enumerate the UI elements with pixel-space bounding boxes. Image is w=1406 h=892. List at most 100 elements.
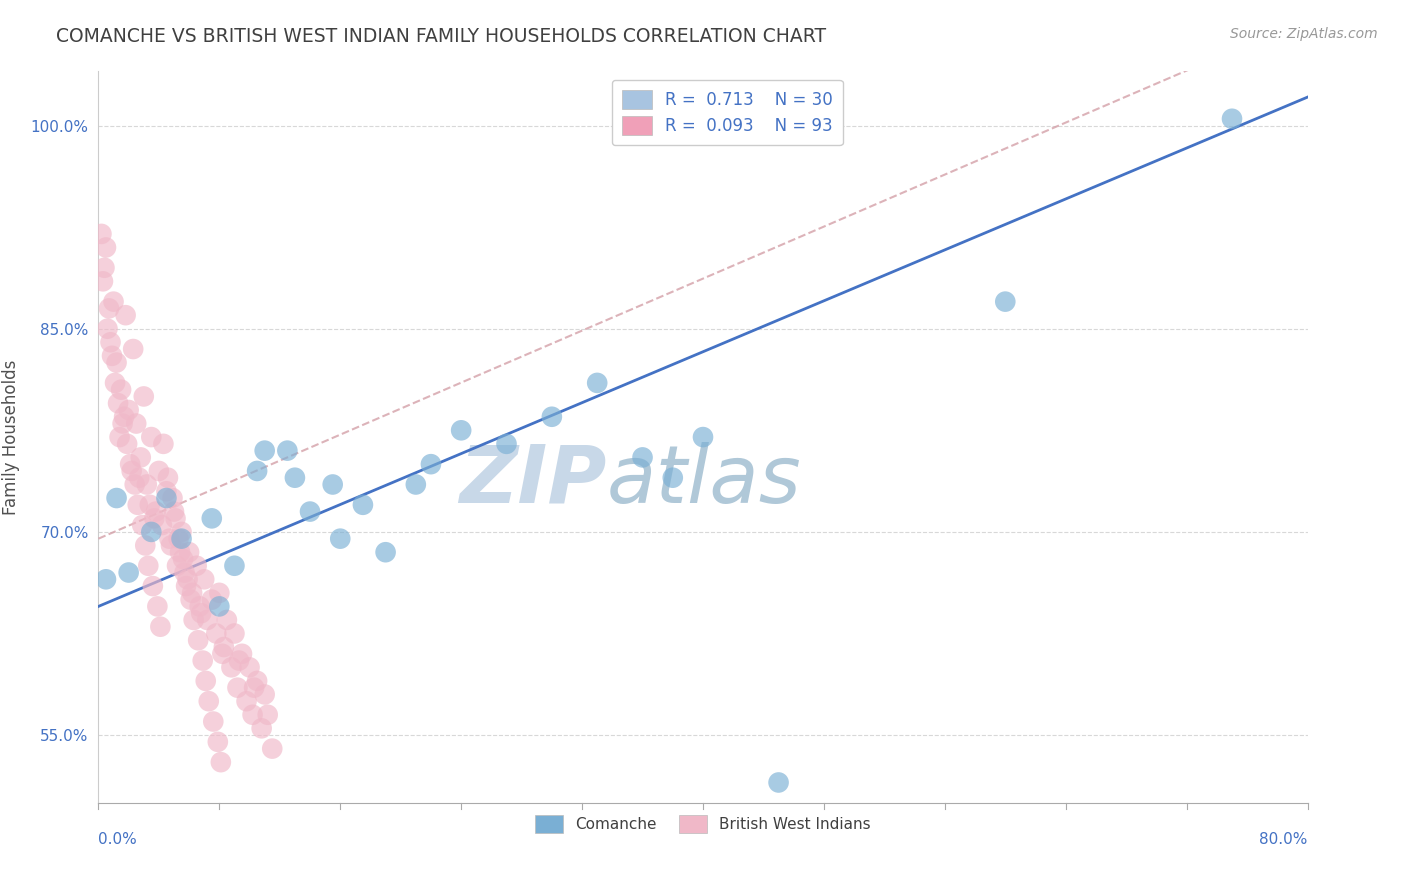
Point (208, 599, 231, 614)
Point (90, 227, 112, 241)
Point (180, 592, 202, 607)
Point (239, 660, 262, 674)
Point (246, 464, 269, 478)
Point (162, 491, 184, 505)
Point (207, 735, 229, 749)
Point (231, 647, 253, 661)
Point (228, 654, 250, 668)
Point (246, 673, 269, 688)
Point (195, 613, 218, 627)
Point (692, 430, 714, 444)
Point (262, 741, 284, 756)
Point (160, 538, 183, 552)
Point (495, 437, 517, 451)
Point (208, 586, 231, 600)
Point (155, 491, 177, 505)
Point (221, 660, 243, 674)
Point (299, 505, 322, 519)
Point (100, 335, 122, 350)
Point (121, 464, 143, 478)
Point (96, 322, 118, 336)
Point (108, 430, 131, 444)
Point (131, 518, 153, 533)
Point (135, 477, 157, 491)
Point (212, 640, 235, 654)
Point (122, 342, 145, 356)
Point (420, 457, 443, 471)
Point (170, 524, 193, 539)
Text: COMANCHE VS BRITISH WEST INDIAN FAMILY HOUSEHOLDS CORRELATION CHART: COMANCHE VS BRITISH WEST INDIAN FAMILY H… (56, 27, 827, 45)
Point (141, 430, 163, 444)
Point (150, 518, 173, 533)
Point (166, 558, 188, 573)
Point (132, 389, 155, 403)
Point (176, 572, 198, 586)
Point (191, 654, 214, 668)
Point (179, 545, 201, 559)
Point (118, 566, 141, 580)
Point (163, 505, 186, 519)
Point (194, 673, 217, 688)
Point (167, 532, 190, 546)
Point (224, 626, 246, 640)
Point (661, 471, 683, 485)
Point (125, 417, 148, 431)
Point (173, 566, 195, 580)
Point (98, 301, 121, 316)
Point (256, 707, 278, 722)
Point (172, 552, 194, 566)
Point (374, 545, 396, 559)
Point (142, 579, 165, 593)
Point (128, 471, 150, 485)
Point (159, 532, 181, 546)
Point (253, 443, 276, 458)
Point (994, 294, 1017, 309)
Point (1220, 112, 1243, 126)
Point (352, 498, 374, 512)
Point (242, 707, 264, 722)
Point (118, 403, 141, 417)
Point (201, 511, 224, 525)
Point (186, 558, 208, 573)
Point (155, 484, 177, 499)
Point (124, 477, 146, 491)
Point (105, 491, 128, 505)
Point (112, 409, 135, 424)
Point (224, 558, 246, 573)
Point (152, 437, 174, 451)
Point (111, 417, 134, 431)
Point (181, 586, 204, 600)
Point (115, 437, 138, 451)
Point (187, 633, 209, 648)
Point (190, 606, 212, 620)
Text: ZIP: ZIP (458, 442, 606, 520)
Point (169, 545, 191, 559)
Point (94, 240, 117, 254)
Point (768, 775, 790, 789)
Point (136, 558, 159, 573)
Point (202, 714, 225, 729)
Point (103, 294, 125, 309)
Point (205, 626, 228, 640)
Point (215, 613, 238, 627)
Point (156, 471, 179, 485)
Point (209, 755, 232, 769)
Point (114, 308, 136, 322)
Point (143, 511, 166, 525)
Point (148, 464, 170, 478)
Point (165, 511, 187, 525)
Point (145, 505, 167, 519)
Text: Source: ZipAtlas.com: Source: ZipAtlas.com (1230, 27, 1378, 41)
Point (197, 694, 219, 708)
Point (94, 572, 117, 586)
Point (141, 524, 163, 539)
Point (450, 423, 472, 437)
Text: atlas: atlas (606, 442, 801, 520)
Point (250, 721, 273, 735)
Point (120, 457, 142, 471)
Y-axis label: Family Households: Family Households (1, 359, 20, 515)
Point (235, 694, 257, 708)
Point (139, 498, 162, 512)
Text: 80.0%: 80.0% (1260, 832, 1308, 847)
Point (631, 450, 654, 465)
